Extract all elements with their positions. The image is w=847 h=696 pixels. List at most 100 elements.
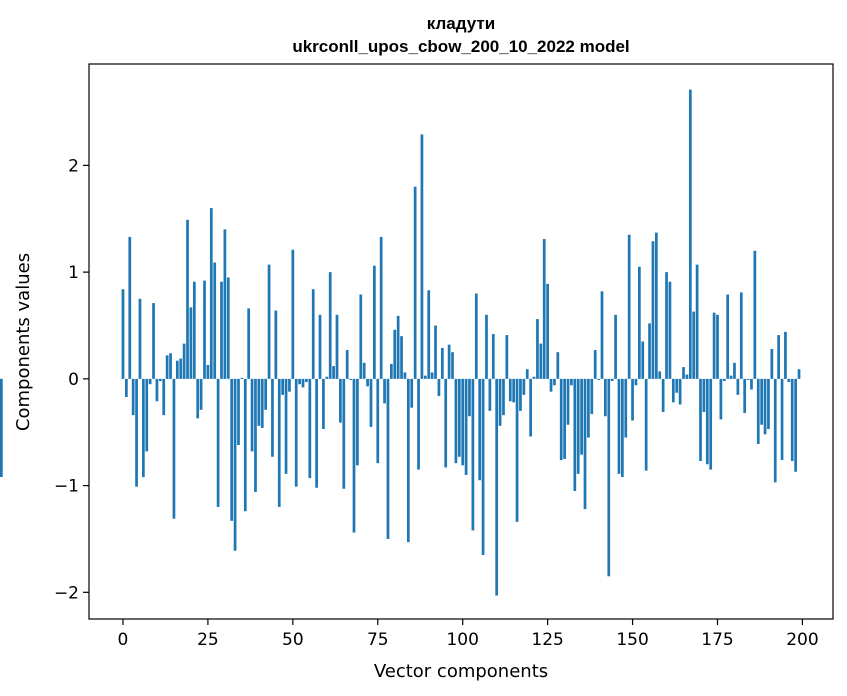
bar [688, 89, 692, 379]
bar [430, 372, 434, 379]
bar [131, 378, 135, 416]
y-tick-label: 0 [68, 370, 79, 390]
bar [739, 292, 743, 379]
bar [767, 378, 770, 430]
bars-group [0, 89, 801, 596]
bar [733, 362, 736, 379]
bar [206, 364, 210, 379]
bar [729, 375, 733, 379]
bar [189, 307, 193, 379]
bar [226, 277, 230, 379]
bar [631, 378, 634, 421]
bar [566, 378, 570, 425]
bar [281, 378, 284, 395]
bar [787, 378, 791, 383]
bar [502, 378, 505, 416]
bar [624, 378, 628, 438]
bar [311, 289, 315, 379]
bar [699, 378, 702, 462]
bar [383, 378, 386, 404]
bar [379, 236, 383, 379]
bar [600, 291, 604, 379]
chart-subtitle: ukrconll_upos_cbow_200_10_2022 model [292, 37, 629, 56]
x-tick-label: 150 [616, 630, 648, 650]
bar [593, 350, 597, 379]
bar [553, 378, 556, 386]
bar [508, 378, 512, 402]
bar [621, 378, 624, 478]
bar [386, 378, 390, 539]
x-tick-label: 175 [701, 630, 733, 650]
bar [220, 281, 223, 379]
bar [522, 378, 526, 395]
bar [753, 250, 757, 379]
bar [396, 315, 400, 379]
bar [182, 343, 186, 379]
bar [230, 378, 234, 521]
bar [573, 378, 577, 491]
bar [254, 378, 257, 492]
bar [661, 378, 665, 412]
bar [152, 303, 155, 379]
bar [417, 378, 420, 470]
y-tick-label: −2 [54, 583, 79, 603]
bar [393, 329, 397, 379]
bar [529, 378, 532, 437]
bar [712, 312, 716, 379]
bar [410, 378, 414, 408]
bar [369, 378, 373, 427]
bar [373, 265, 376, 379]
bar [332, 366, 335, 379]
bar [638, 266, 641, 379]
bar [457, 378, 461, 457]
bar [641, 341, 645, 379]
bar [148, 378, 152, 385]
bar [790, 378, 794, 462]
bar [675, 378, 679, 393]
bar [682, 367, 685, 379]
bar [736, 378, 740, 395]
bar [352, 378, 356, 533]
bar [648, 323, 651, 379]
bar [773, 378, 777, 483]
bar [240, 377, 244, 379]
bar [763, 378, 767, 435]
bar [250, 378, 254, 452]
bar [549, 378, 553, 392]
bar [138, 298, 142, 379]
bar [546, 283, 549, 379]
bar [570, 378, 573, 386]
plot-frame [88, 63, 834, 620]
y-axis-label: Components values [13, 253, 34, 431]
bar [172, 378, 176, 519]
bar [179, 358, 183, 379]
bar [274, 310, 278, 379]
x-tick-label: 200 [786, 630, 818, 650]
y-tick-label: 2 [68, 156, 79, 176]
y-axis-ticks: −2 −1 0 1 2 [54, 156, 89, 603]
bar [532, 376, 536, 379]
bar [702, 378, 706, 412]
bar [434, 325, 437, 379]
bar [155, 378, 159, 402]
bar [376, 378, 380, 464]
bar [654, 232, 658, 379]
bar [390, 363, 393, 379]
bar [315, 378, 318, 488]
bar [784, 331, 787, 379]
bar [356, 378, 359, 466]
bar [308, 378, 312, 479]
x-tick-label: 125 [531, 630, 563, 650]
bar [362, 362, 366, 379]
bar [471, 378, 475, 531]
bar [267, 264, 271, 379]
bar [644, 378, 648, 471]
bar [175, 360, 179, 379]
bar [277, 378, 281, 507]
x-axis-ticks: 0 25 50 75 100 125 150 175 200 [118, 619, 819, 650]
bar [627, 234, 631, 379]
bar [668, 281, 672, 379]
bar [335, 314, 339, 379]
bar [125, 378, 128, 397]
